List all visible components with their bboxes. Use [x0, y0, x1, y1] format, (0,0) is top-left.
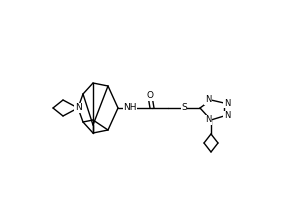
- Text: N: N: [75, 104, 81, 112]
- Text: N: N: [224, 98, 230, 108]
- Text: N: N: [224, 112, 230, 120]
- Text: S: S: [181, 104, 187, 112]
- Text: N: N: [205, 116, 211, 124]
- Text: N: N: [205, 96, 211, 104]
- Text: O: O: [146, 92, 154, 100]
- Text: NH: NH: [123, 104, 137, 112]
